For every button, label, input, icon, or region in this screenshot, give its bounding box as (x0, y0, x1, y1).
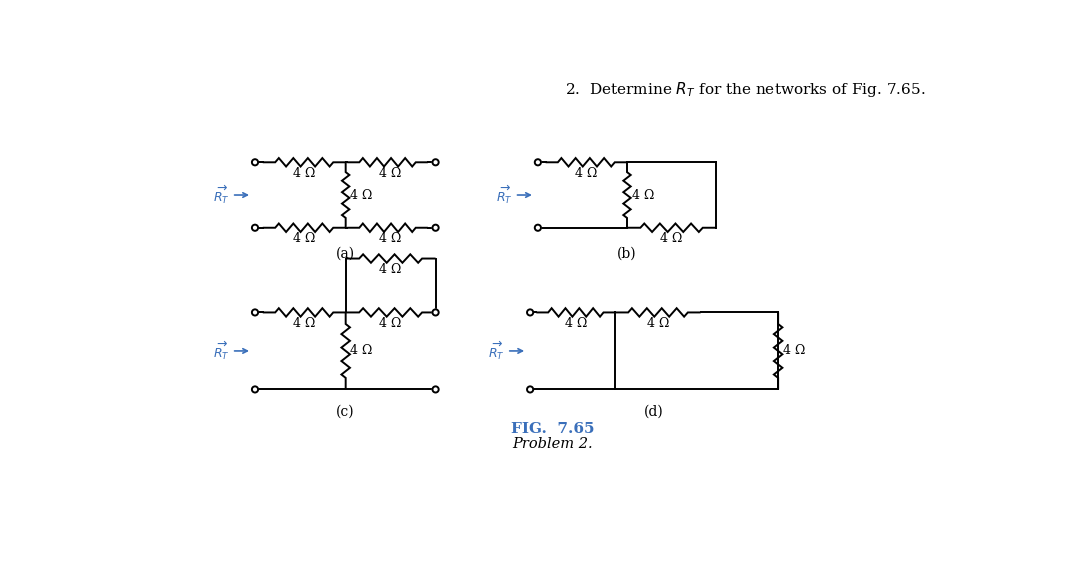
Circle shape (527, 309, 533, 316)
Text: 4 Ω: 4 Ω (380, 317, 401, 329)
Text: (c): (c) (336, 405, 355, 419)
Text: 4 Ω: 4 Ω (660, 232, 683, 245)
Text: (b): (b) (617, 247, 637, 261)
Text: (a): (a) (336, 247, 355, 261)
Text: 4 Ω: 4 Ω (351, 344, 372, 358)
Text: 4 Ω: 4 Ω (380, 232, 401, 245)
Text: 4 Ω: 4 Ω (782, 344, 805, 358)
Circle shape (433, 159, 439, 165)
Text: 4 Ω: 4 Ω (293, 166, 315, 180)
Text: $\overrightarrow{R_T}$: $\overrightarrow{R_T}$ (213, 184, 230, 206)
Text: Problem 2.: Problem 2. (513, 437, 593, 451)
Circle shape (535, 225, 541, 231)
Text: 4 Ω: 4 Ω (646, 317, 669, 329)
Text: $\overrightarrow{R_T}$: $\overrightarrow{R_T}$ (488, 339, 505, 362)
Text: $\overrightarrow{R_T}$: $\overrightarrow{R_T}$ (213, 339, 230, 362)
Text: 4 Ω: 4 Ω (293, 317, 315, 329)
Circle shape (251, 386, 258, 392)
Circle shape (251, 159, 258, 165)
Circle shape (433, 386, 439, 392)
Text: 4 Ω: 4 Ω (631, 188, 654, 202)
Circle shape (251, 225, 258, 231)
Circle shape (535, 159, 541, 165)
Circle shape (433, 225, 439, 231)
Circle shape (527, 386, 533, 392)
Text: 4 Ω: 4 Ω (564, 317, 587, 329)
Text: FIG.  7.65: FIG. 7.65 (510, 422, 595, 436)
Text: 2.  Determine $R_T$ for the networks of Fig. 7.65.: 2. Determine $R_T$ for the networks of F… (565, 80, 926, 99)
Text: 4 Ω: 4 Ω (293, 232, 315, 245)
Circle shape (433, 309, 439, 316)
Text: (d): (d) (644, 405, 664, 419)
Text: $\overrightarrow{R_T}$: $\overrightarrow{R_T}$ (495, 184, 513, 206)
Text: 4 Ω: 4 Ω (575, 166, 598, 180)
Text: 4 Ω: 4 Ω (380, 166, 401, 180)
Text: 4 Ω: 4 Ω (351, 188, 372, 202)
Text: 4 Ω: 4 Ω (380, 263, 401, 276)
Circle shape (251, 309, 258, 316)
